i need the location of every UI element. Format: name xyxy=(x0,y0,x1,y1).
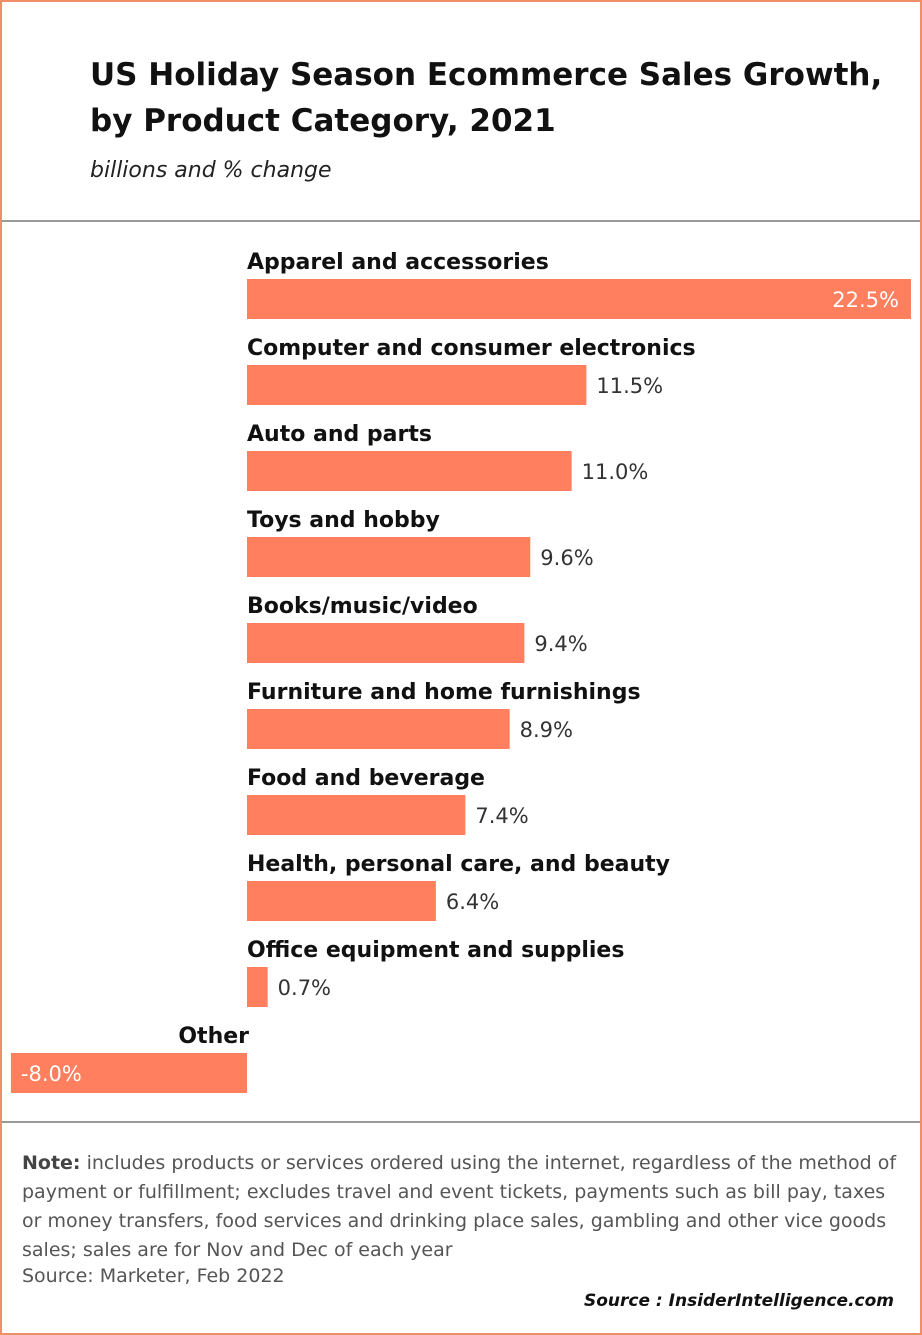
value-label: 8.9% xyxy=(520,718,573,742)
bar xyxy=(247,365,587,405)
category-label: Office equipment and supplies xyxy=(247,938,624,963)
bar xyxy=(247,451,572,491)
value-label: 9.6% xyxy=(540,546,593,570)
top-divider xyxy=(2,220,920,222)
category-label: Apparel and accessories xyxy=(247,250,549,275)
value-label: -8.0% xyxy=(21,1062,82,1086)
value-label: 22.5% xyxy=(832,288,899,312)
note-text: includes products or services ordered us… xyxy=(22,1152,897,1261)
bar xyxy=(10,1053,247,1093)
bar xyxy=(247,881,436,921)
source-text: Source: Marketer, Feb 2022 xyxy=(22,1265,285,1287)
chart-note: Note: includes products or services orde… xyxy=(22,1149,907,1265)
value-label: 6.4% xyxy=(446,890,499,914)
category-label: Auto and parts xyxy=(247,422,432,447)
value-label: 9.4% xyxy=(534,632,587,656)
category-label: Furniture and home furnishings xyxy=(247,680,641,705)
chart-subtitle: billions and % change xyxy=(90,158,332,183)
category-label: Other xyxy=(178,1024,249,1049)
bar-chart: Apparel and accessories 22.5% Computer and… xyxy=(10,250,911,1093)
value-label: 11.0% xyxy=(582,460,649,484)
bar xyxy=(247,623,525,663)
category-label: Toys and hobby xyxy=(247,508,440,533)
value-label: 7.4% xyxy=(475,804,528,828)
bottom-divider xyxy=(2,1121,920,1123)
category-label: Books/music/video xyxy=(247,594,478,619)
bar xyxy=(247,795,466,835)
chart-title: US Holiday Season Ecommerce Sales Growth… xyxy=(90,57,883,139)
value-label: 11.5% xyxy=(596,374,663,398)
source-credit: Source : InsiderIntelligence.com xyxy=(583,1291,894,1311)
bar xyxy=(247,279,911,319)
bar xyxy=(247,967,268,1007)
category-label: Health, personal care, and beauty xyxy=(247,852,670,877)
bar xyxy=(247,537,531,577)
category-label: Computer and consumer electronics xyxy=(247,336,696,361)
note-label: Note: xyxy=(22,1152,81,1174)
bar xyxy=(247,709,510,749)
value-label: 0.7% xyxy=(278,976,331,1000)
category-label: Food and beverage xyxy=(247,766,485,791)
